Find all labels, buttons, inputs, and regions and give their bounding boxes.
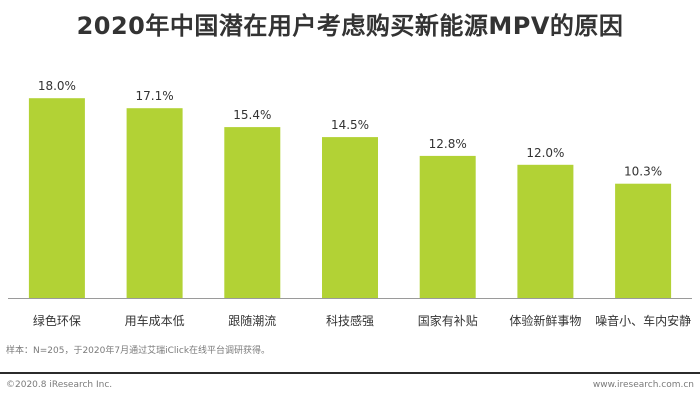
bar-6 xyxy=(615,183,672,298)
bar-1 xyxy=(126,108,183,298)
value-label-5: 12.0% xyxy=(526,146,564,160)
value-label-1: 17.1% xyxy=(136,89,174,103)
category-label-1: 用车成本低 xyxy=(125,313,185,328)
category-label-2: 跟随潮流 xyxy=(228,313,276,328)
bar-0 xyxy=(28,98,85,298)
value-label-3: 14.5% xyxy=(331,118,369,132)
value-label-4: 12.8% xyxy=(429,137,467,151)
bar-chart: 18.0% 绿色环保 17.1% 用车成本低 15.4% 跟随潮流 14.5% 科技感强 12.… xyxy=(8,79,692,328)
value-label-0: 18.0% xyxy=(38,79,76,93)
category-label-5: 体验新鲜事物 xyxy=(509,313,581,328)
category-label-6: 噪音小、车内安静 xyxy=(595,313,691,328)
category-label-3: 科技感强 xyxy=(326,313,374,328)
category-label-4: 国家有补贴 xyxy=(418,313,478,328)
value-label-6: 10.3% xyxy=(624,165,662,179)
value-label-2: 15.4% xyxy=(233,108,271,122)
bar-5 xyxy=(517,164,574,298)
bar-4 xyxy=(419,155,476,298)
chart-title: 2020年中国潜在用户考虑购买新能源MPV的原因 xyxy=(76,12,624,40)
footer-divider xyxy=(0,372,700,374)
bar-2 xyxy=(224,127,281,298)
copyright-text: ©2020.8 iResearch Inc. xyxy=(6,380,113,390)
sample-footnote: 样本：N=205，于2020年7月通过艾瑞iClick在线平台调研获得。 xyxy=(6,346,271,356)
bar-3 xyxy=(322,137,378,298)
category-label-0: 绿色环保 xyxy=(33,313,81,328)
website-url: www.iresearch.com.cn xyxy=(592,380,694,390)
